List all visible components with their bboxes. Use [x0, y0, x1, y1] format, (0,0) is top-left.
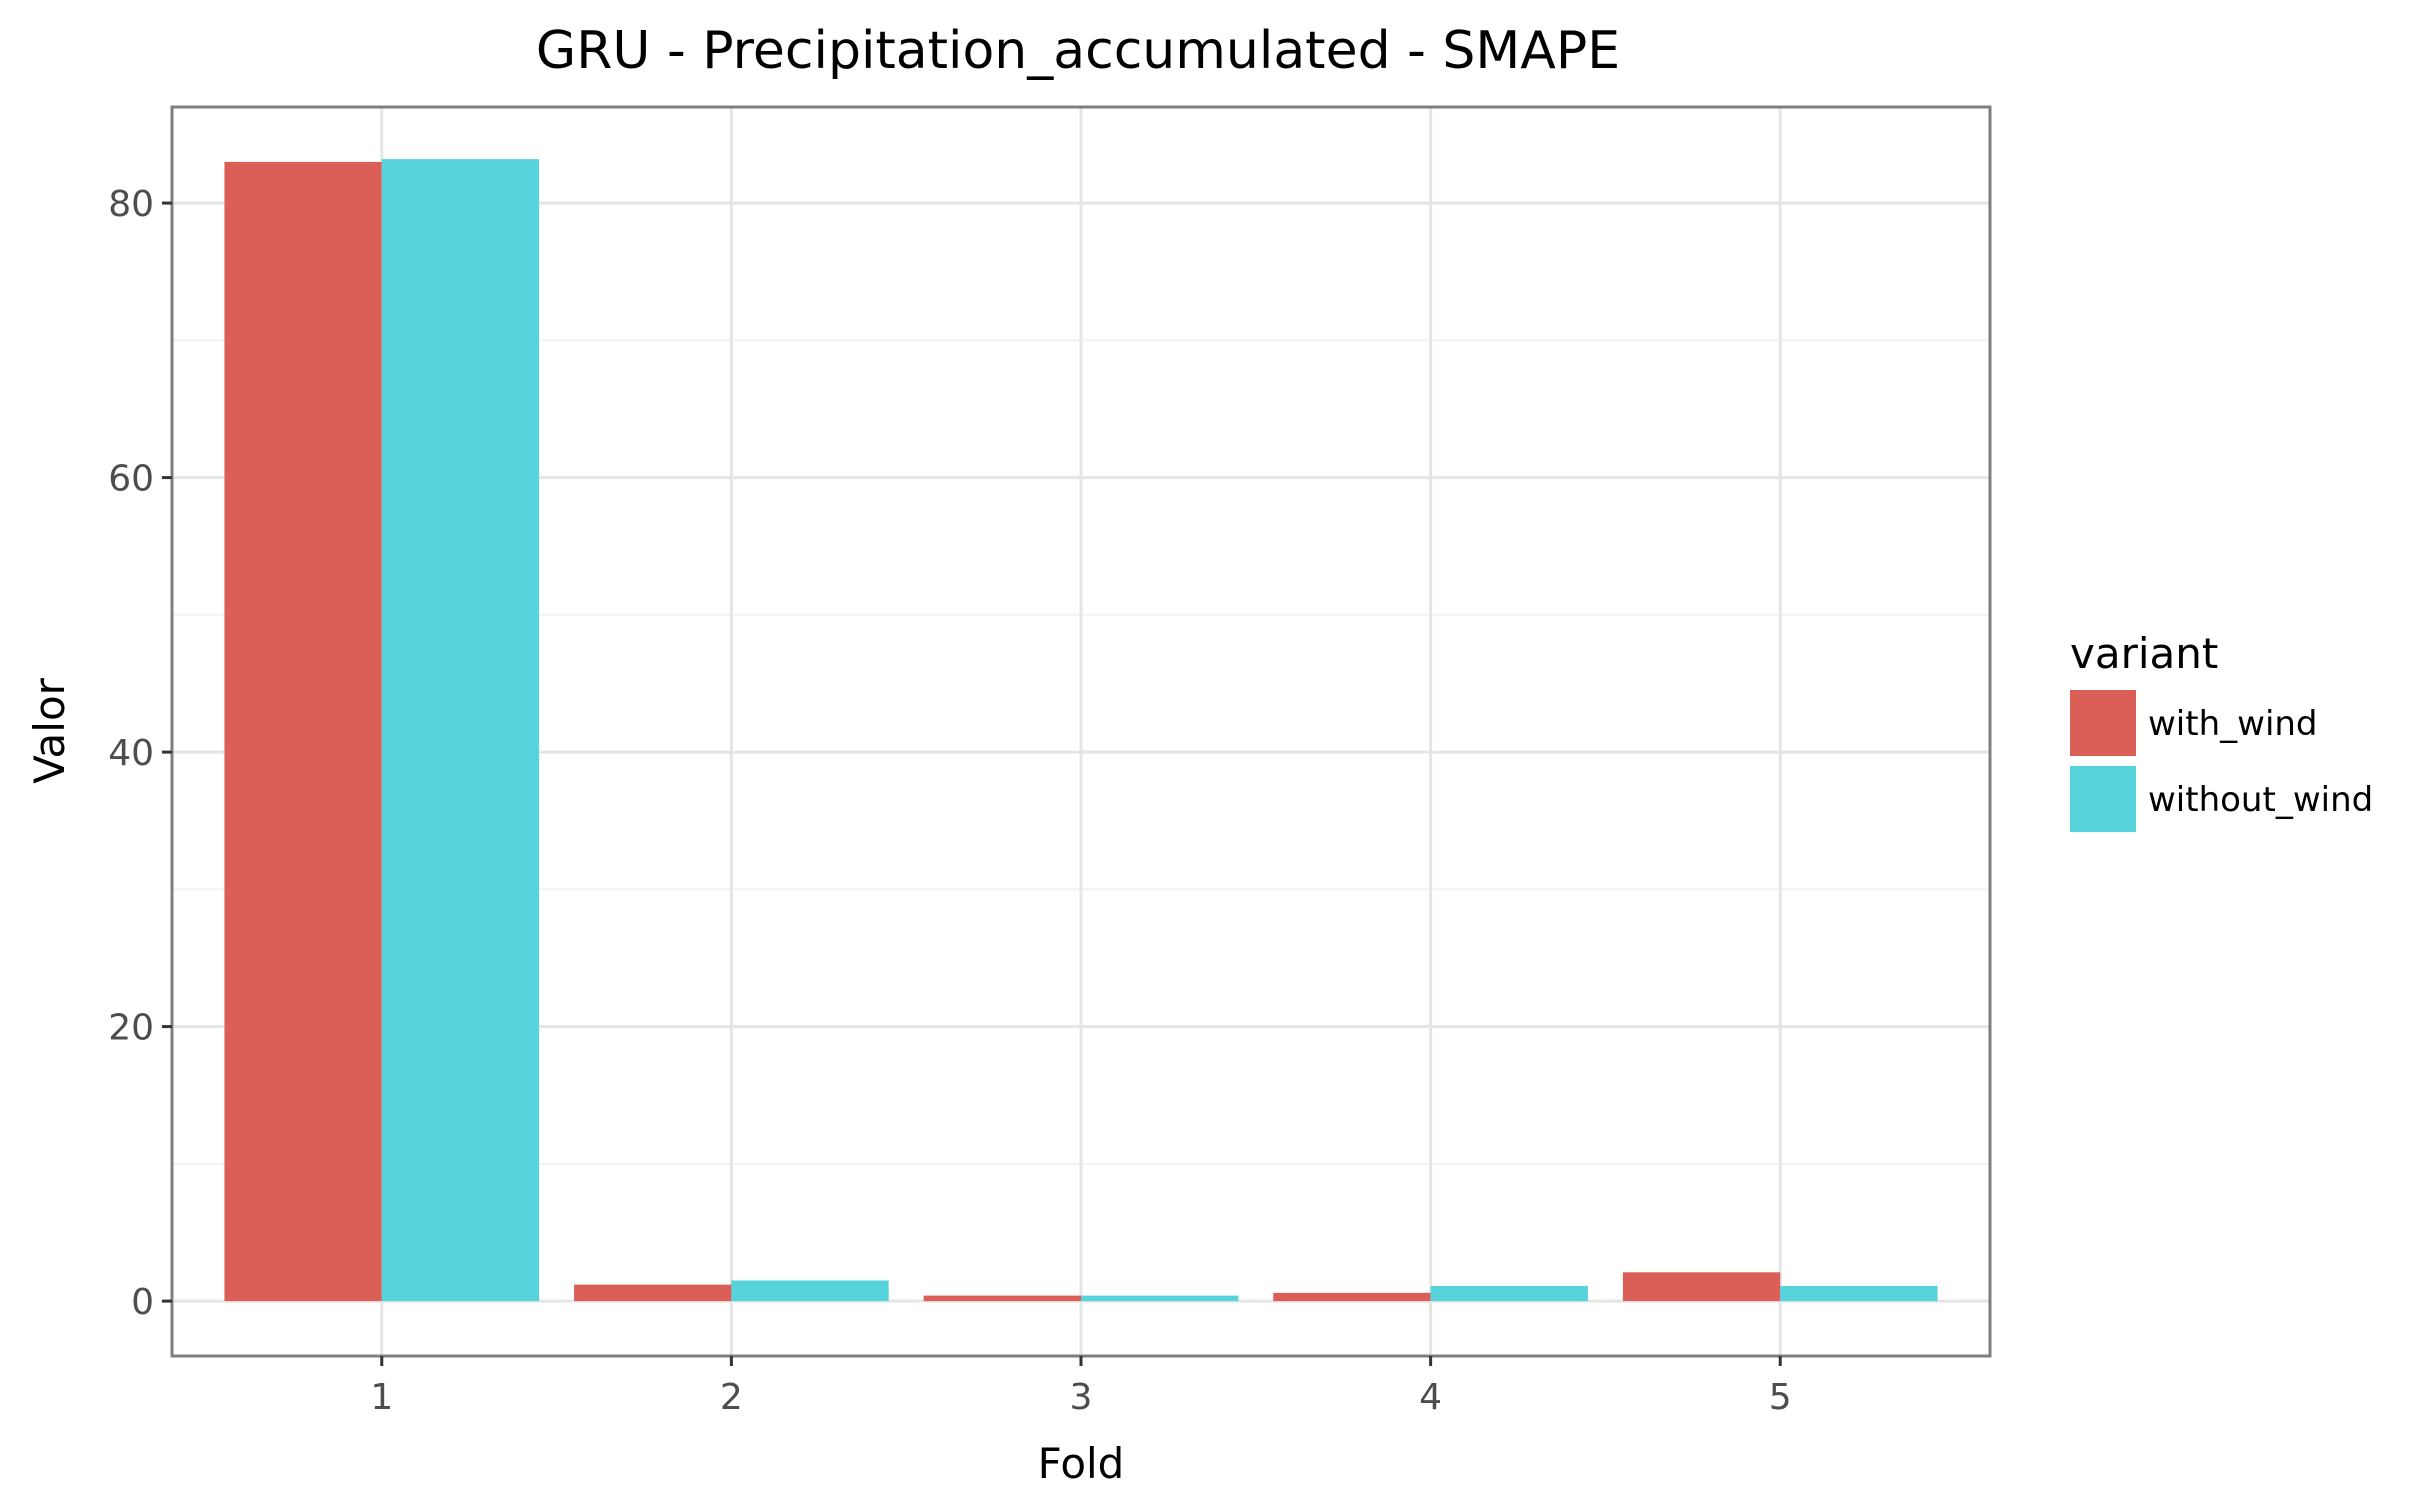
- x-axis-title: Fold: [1038, 1439, 1125, 1488]
- x-axis: 1 2 3 4 5: [370, 1356, 1792, 1418]
- x-tick-label: 3: [1070, 1377, 1093, 1418]
- bar-without_wind-fold-5: [1780, 1286, 1938, 1302]
- y-tick-label: 80: [108, 184, 154, 225]
- legend-label-without_wind: without_wind: [2148, 780, 2373, 820]
- legend-title: variant: [2070, 629, 2218, 678]
- bar-without_wind-fold-2: [731, 1280, 889, 1302]
- bar-with_wind-fold-5: [1622, 1272, 1781, 1302]
- x-tick-label: 4: [1419, 1377, 1442, 1418]
- bars: [224, 159, 1938, 1302]
- y-axis: 0 20 40 60 80: [108, 184, 172, 1323]
- x-tick-label: 5: [1769, 1377, 1792, 1418]
- chart-title: GRU - Precipitation_accumulated - SMAPE: [536, 21, 1620, 81]
- bar-without_wind-fold-3: [1081, 1295, 1239, 1302]
- bar-with_wind-fold-1: [224, 161, 382, 1302]
- x-tick-label: 1: [370, 1377, 393, 1418]
- bar-without_wind-fold-4: [1430, 1286, 1588, 1302]
- bar-with_wind-fold-3: [923, 1295, 1081, 1302]
- legend: variant with_wind without_wind: [2070, 629, 2373, 832]
- bar-with_wind-fold-4: [1273, 1292, 1431, 1302]
- y-axis-title: Valor: [25, 677, 74, 784]
- legend-key-without_wind: [2070, 766, 2136, 832]
- y-tick-label: 40: [108, 733, 154, 774]
- y-tick-label: 0: [131, 1282, 154, 1323]
- plot-panel: [170, 105, 1992, 1358]
- y-tick-label: 20: [108, 1008, 154, 1049]
- legend-items: with_wind without_wind: [2070, 690, 2373, 832]
- bar-with_wind-fold-2: [574, 1284, 732, 1302]
- legend-label-with_wind: with_wind: [2148, 704, 2318, 744]
- legend-key-with_wind: [2070, 690, 2136, 756]
- bar-without_wind-fold-1: [381, 159, 540, 1302]
- x-tick-label: 2: [720, 1377, 743, 1418]
- y-tick-label: 60: [108, 459, 154, 500]
